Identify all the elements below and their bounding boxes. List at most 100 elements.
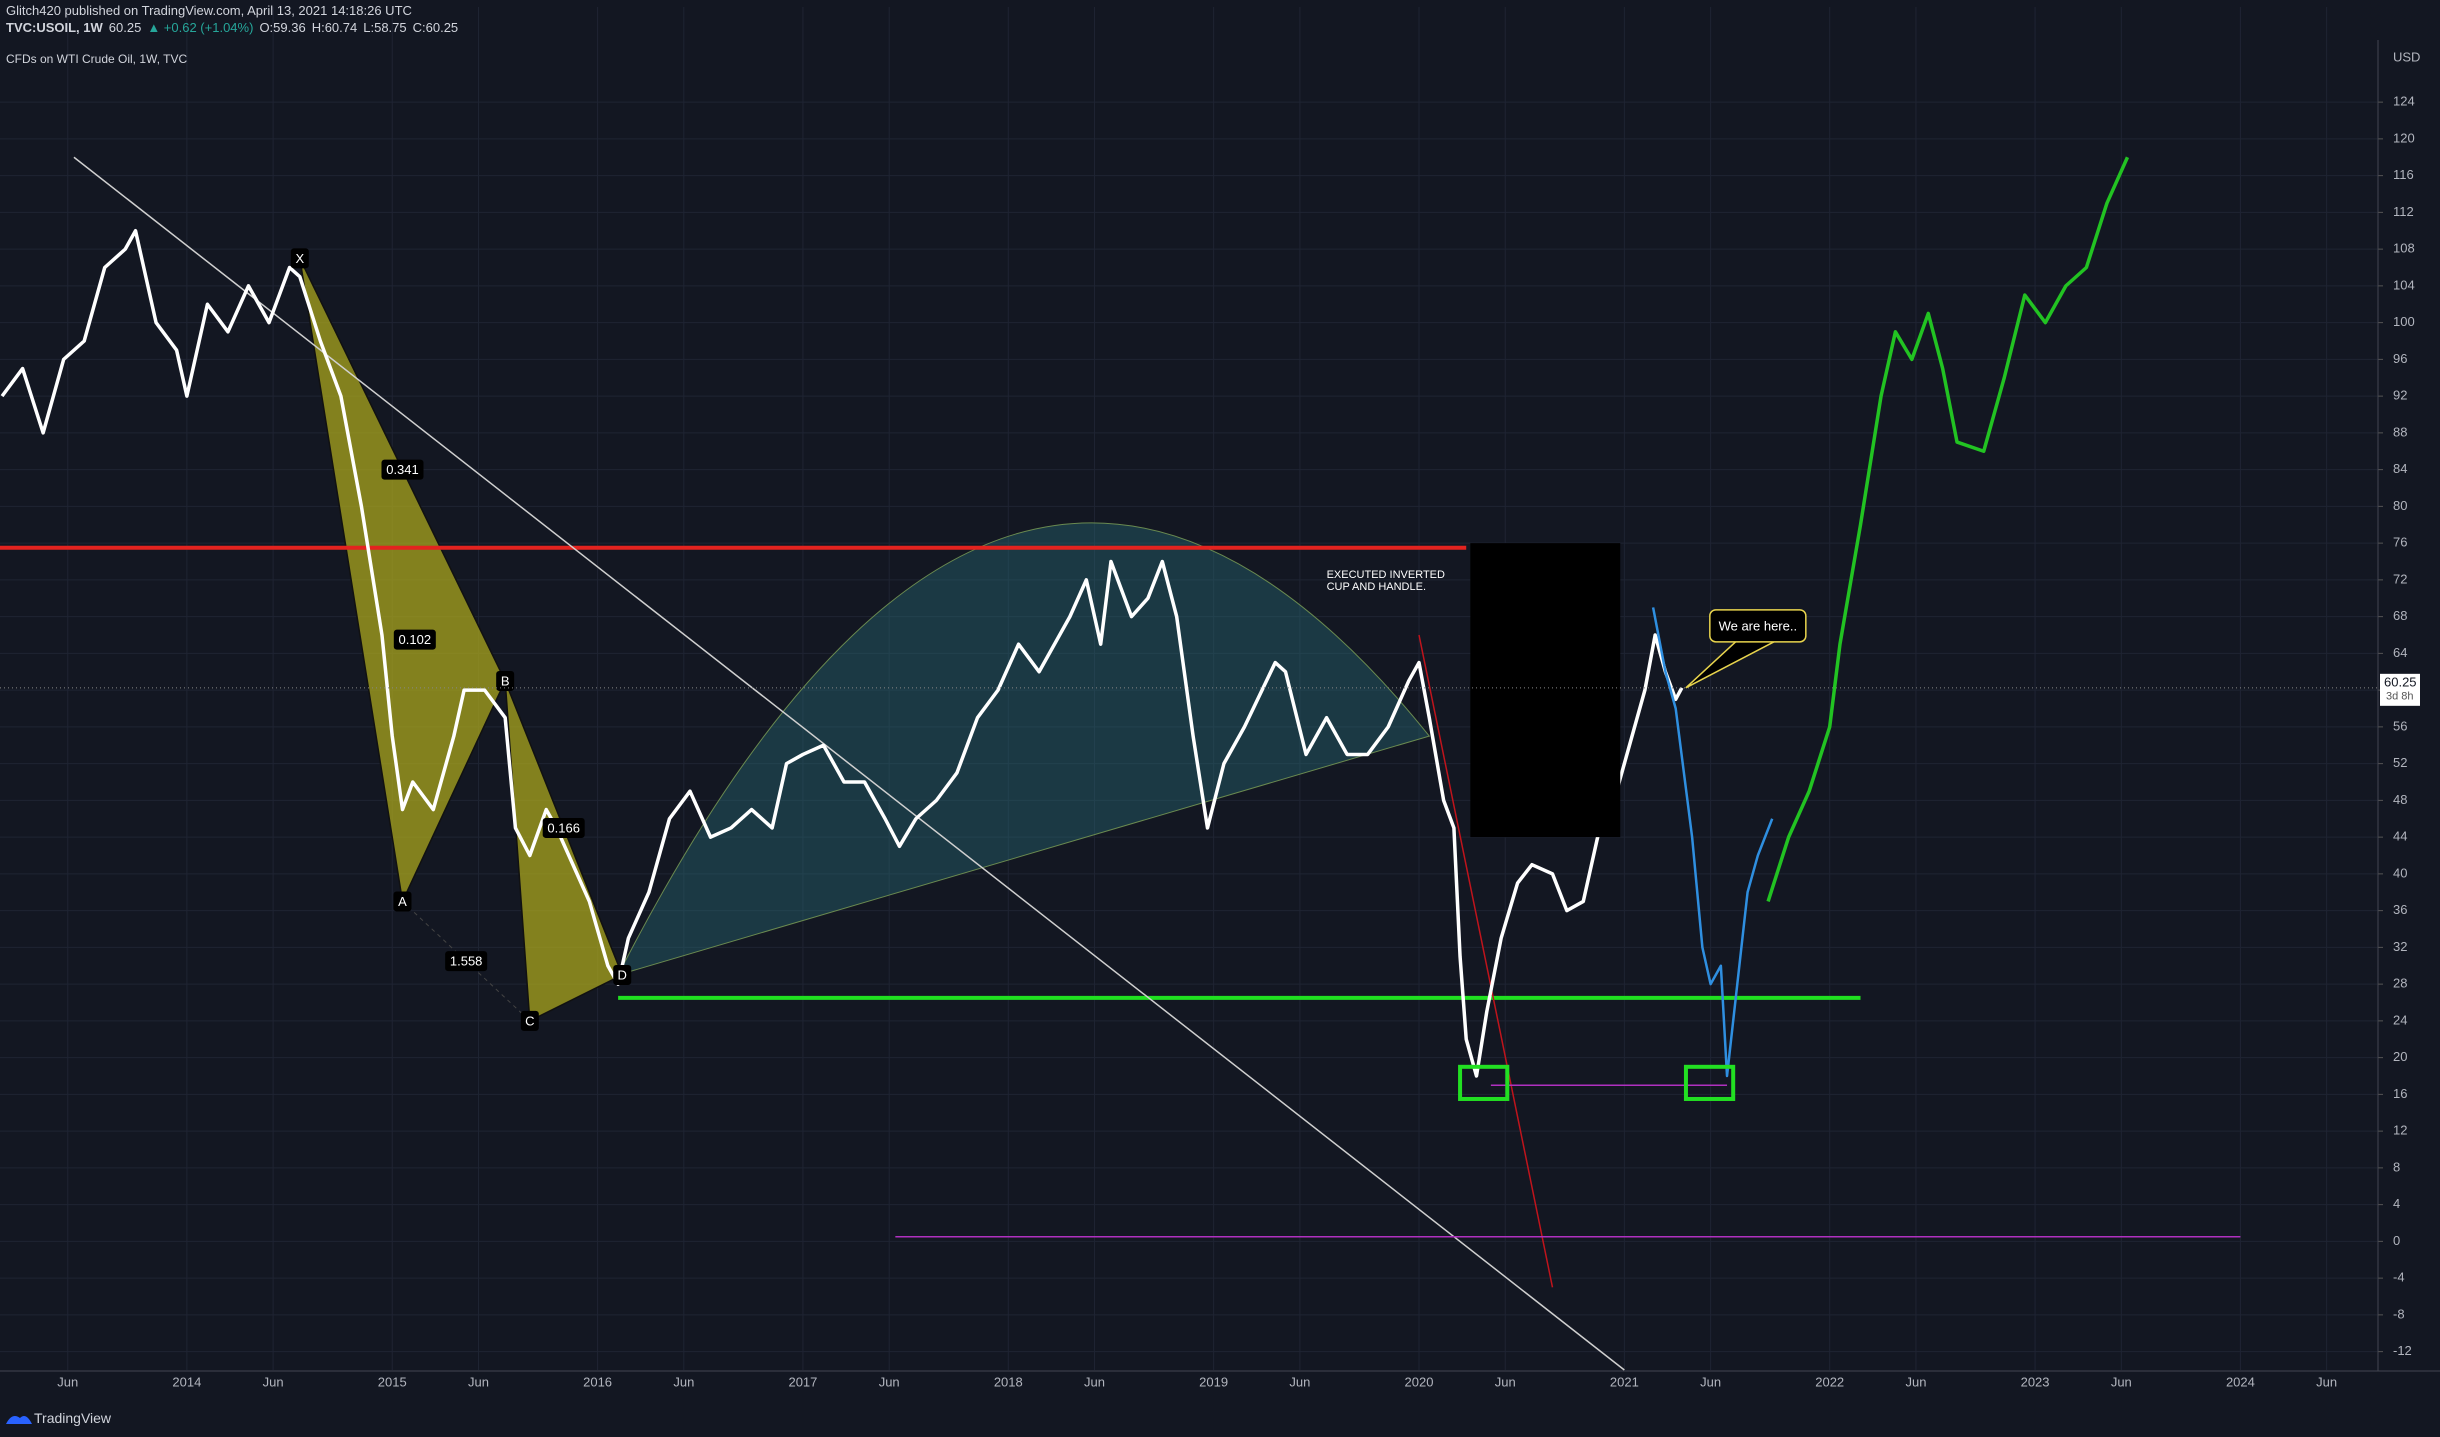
high: H:60.74	[311, 20, 358, 35]
x-tick-label: 2016	[583, 1374, 612, 1389]
x-tick-label: Jun	[2111, 1374, 2132, 1389]
y-tick-label: 76	[2393, 535, 2407, 550]
series-line	[1766, 156, 2130, 902]
y-tick-label: 120	[2393, 130, 2415, 145]
overlay-line	[73, 156, 1625, 1371]
brand[interactable]: TradingView	[34, 1410, 112, 1426]
y-tick-label: 44	[2393, 829, 2407, 844]
change: ▲ +0.62 (+1.04%)	[147, 20, 254, 35]
highlight-box	[1458, 1064, 1510, 1101]
ratio-bg	[381, 459, 424, 480]
currency: USD	[2393, 49, 2420, 64]
y-tick-label: 108	[2393, 241, 2415, 256]
callout-pointer	[1685, 639, 1779, 689]
blackout-box	[1470, 543, 1621, 838]
pattern-label-bg	[496, 670, 515, 691]
callout-box	[1709, 609, 1807, 643]
pattern-label-bg	[393, 891, 412, 912]
x-tick-label: Jun	[1084, 1374, 1105, 1389]
ratio-bg	[393, 629, 436, 650]
y-tick-label: 100	[2393, 314, 2415, 329]
x-tick-label: 2017	[788, 1374, 817, 1389]
y-tick-label: -4	[2393, 1270, 2405, 1285]
pattern-label-bg	[520, 1010, 539, 1031]
highlight-box	[1683, 1064, 1736, 1101]
x-tick-label: 2021	[1610, 1374, 1639, 1389]
y-tick-label: 68	[2393, 608, 2407, 623]
annotation: EXECUTED INVERTED	[1327, 569, 1445, 581]
pattern-label: C	[525, 1013, 534, 1028]
ratio-label: 0.166	[547, 820, 580, 835]
y-tick-label: 8	[2393, 1159, 2400, 1174]
x-tick-label: Jun	[1289, 1374, 1310, 1389]
x-tick-label: 2024	[2226, 1374, 2255, 1389]
pattern-leg	[402, 901, 531, 1022]
annotation: CUP AND HANDLE.	[1327, 581, 1426, 593]
pattern-label: D	[618, 967, 627, 982]
x-tick-label: Jun	[57, 1374, 78, 1389]
y-tick-label: 0	[2393, 1233, 2400, 1248]
x-tick-label: 2022	[1815, 1374, 1844, 1389]
y-tick-label: -12	[2393, 1343, 2412, 1358]
y-tick-label: -8	[2393, 1306, 2405, 1321]
pattern-triangle	[504, 680, 624, 1023]
y-tick-label: 72	[2393, 571, 2407, 586]
y-tick-label: 112	[2393, 204, 2414, 219]
close: C:60.25	[412, 20, 459, 35]
cup-shape	[617, 522, 1431, 976]
brand-logo	[6, 1416, 32, 1424]
pattern-label-bg	[613, 964, 632, 985]
x-tick-label: 2014	[172, 1374, 201, 1389]
x-tick-label: 2020	[1405, 1374, 1434, 1389]
pattern-point: A	[393, 891, 412, 912]
pattern-label: A	[398, 894, 407, 909]
y-tick-label: 32	[2393, 939, 2407, 954]
ratio-label: 0.341	[386, 462, 419, 477]
y-tick-label: 4	[2393, 1196, 2400, 1211]
y-tick-label: 84	[2393, 461, 2407, 476]
x-tick-label: Jun	[2316, 1374, 2337, 1389]
x-tick-label: Jun	[673, 1374, 694, 1389]
price-label: 60.25	[2384, 674, 2417, 689]
series-line	[0, 229, 1684, 1078]
ratio-label: 1.558	[450, 954, 483, 969]
price-label-bg	[2380, 673, 2420, 706]
open: O:59.36	[259, 20, 306, 35]
x-tick-label: 2023	[2021, 1374, 2050, 1389]
y-tick-label: 52	[2393, 755, 2407, 770]
x-tick-label: Jun	[1700, 1374, 1721, 1389]
y-tick-label: 16	[2393, 1086, 2407, 1101]
y-tick-label: 20	[2393, 1049, 2407, 1064]
ratio-label: 0.102	[399, 632, 432, 647]
y-tick-label: 36	[2393, 902, 2407, 917]
y-tick-label: 28	[2393, 976, 2407, 991]
y-tick-label: 104	[2393, 277, 2415, 292]
x-tick-label: Jun	[1905, 1374, 1926, 1389]
series-line	[1651, 607, 1774, 1078]
ratio-bg	[445, 951, 488, 972]
y-tick-label: 96	[2393, 351, 2407, 366]
y-tick-label: 40	[2393, 865, 2407, 880]
x-tick-label: Jun	[263, 1374, 284, 1389]
x-tick-label: 2018	[994, 1374, 1023, 1389]
x-tick-label: 2015	[378, 1374, 407, 1389]
y-tick-label: 24	[2393, 1012, 2407, 1027]
y-tick-label: 64	[2393, 645, 2407, 660]
symbol-line: TVC:USOIL, 1W 60.25 ▲ +0.62 (+1.04%) O:59.3…	[6, 20, 464, 35]
y-tick-label: 116	[2393, 167, 2414, 182]
y-tick-label: 92	[2393, 388, 2407, 403]
y-tick-label: 56	[2393, 718, 2407, 733]
legend-text: CFDs on WTI Crude Oil, 1W, TVC	[6, 52, 188, 66]
countdown: 3d 8h	[2386, 691, 2414, 703]
y-tick-label: 12	[2393, 1123, 2407, 1138]
y-tick-label: 48	[2393, 792, 2407, 807]
x-tick-label: 2019	[1199, 1374, 1228, 1389]
x-tick-label: Jun	[879, 1374, 900, 1389]
y-tick-label: 80	[2393, 498, 2407, 513]
pattern-point: X	[290, 248, 309, 269]
author-line: Glitch420 published on TradingView.com, …	[6, 3, 412, 18]
pattern-point: D	[613, 964, 632, 985]
x-tick-label: Jun	[468, 1374, 489, 1389]
